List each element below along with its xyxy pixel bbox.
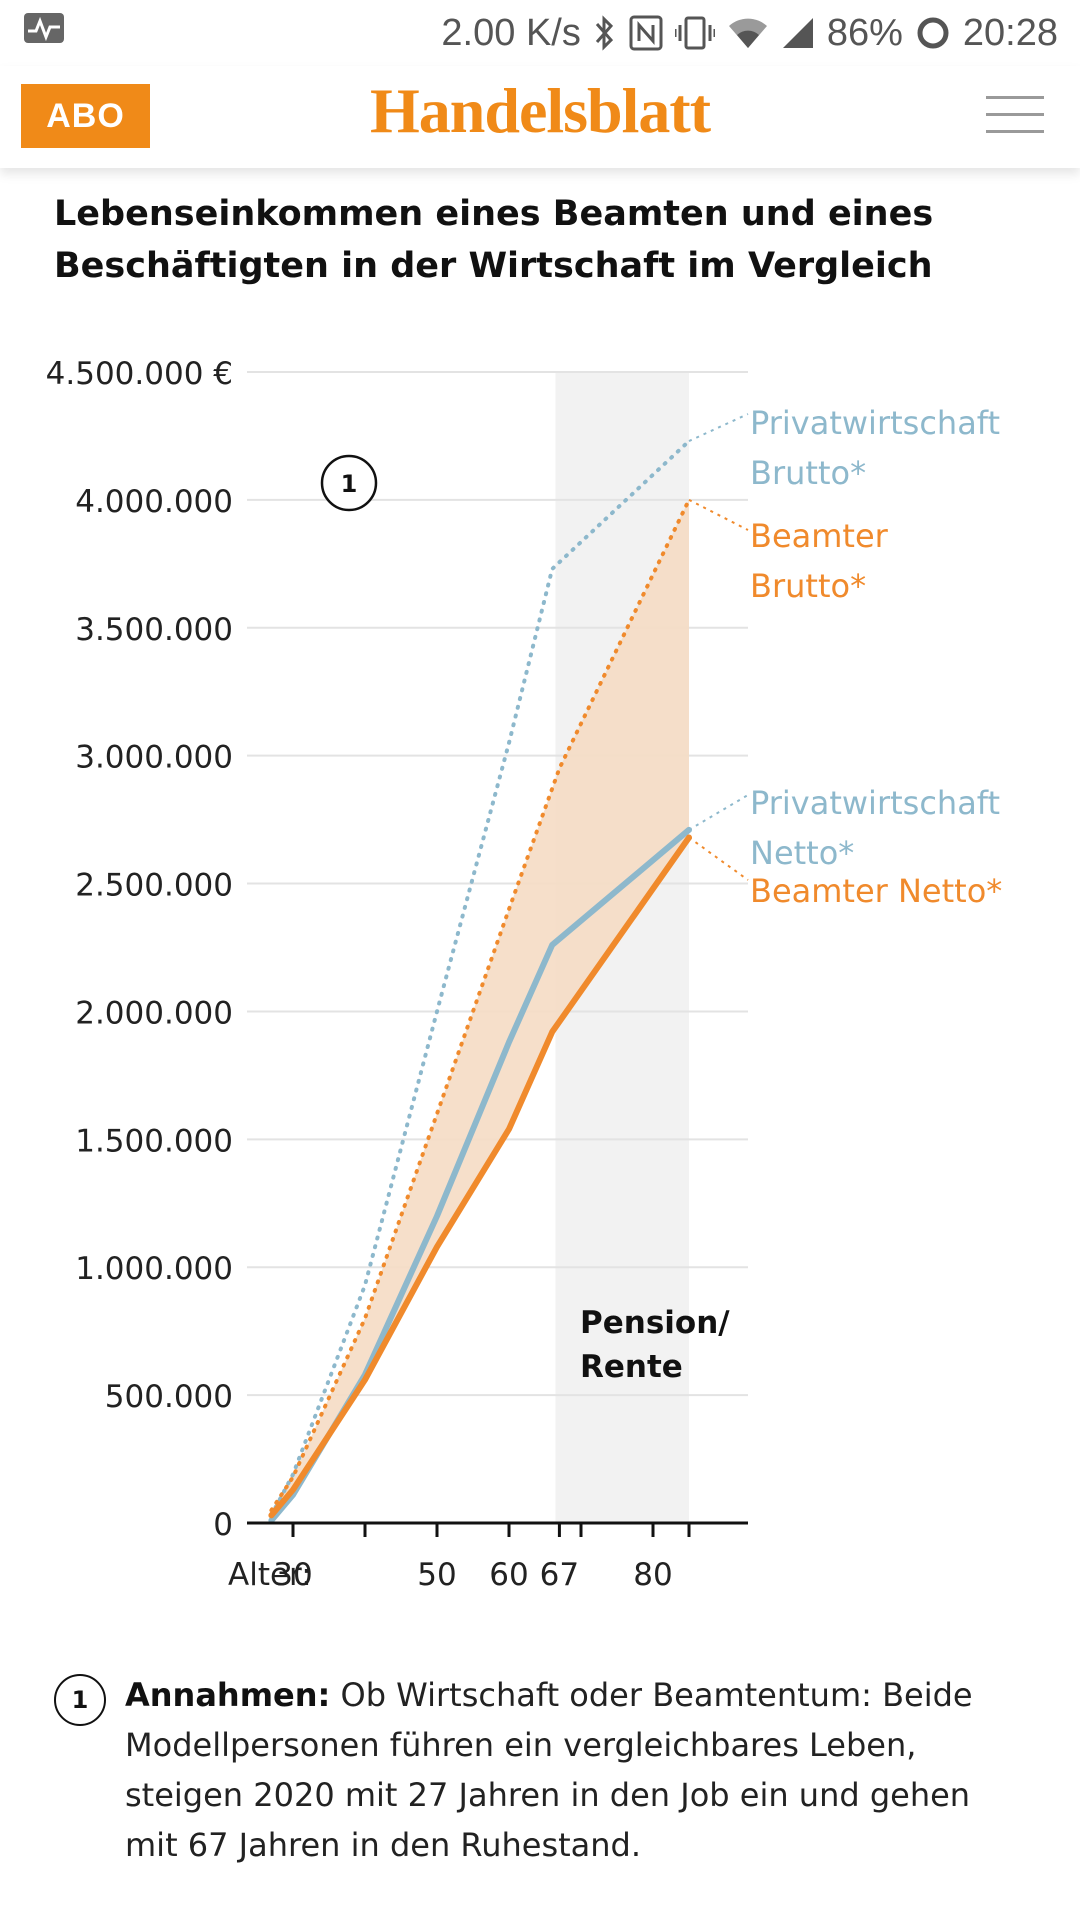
battery-level: 86% bbox=[826, 11, 903, 54]
annotation-marker-label: 1 bbox=[341, 470, 358, 498]
status-bar: 2.00 K/s 86% 20:28 bbox=[0, 0, 1080, 66]
chart-title: Lebenseinkommen eines Beamten und eines … bbox=[54, 194, 934, 286]
pension-label-line-1: Pension/ bbox=[580, 1305, 730, 1341]
brand-logo[interactable]: Handelsblatt bbox=[369, 75, 711, 146]
wifi-icon bbox=[727, 16, 769, 50]
y-tick-label: 1.500.000 bbox=[75, 1123, 233, 1159]
footnote-bold: Annahmen: bbox=[125, 1676, 331, 1714]
legend-leader bbox=[688, 794, 749, 831]
y-tick-label: 2.000.000 bbox=[75, 995, 233, 1031]
hamburger-menu-icon[interactable] bbox=[986, 94, 1046, 138]
series-line-1 bbox=[269, 497, 691, 1513]
footnote-line-4: mit 67 Jahren in den Ruhestand. bbox=[125, 1826, 642, 1864]
x-axis-label: Alter: bbox=[228, 1557, 312, 1593]
y-tick-label: 500.000 bbox=[105, 1379, 233, 1415]
y-tick-label: 4.500.000 € bbox=[46, 356, 233, 392]
footnote-line-2: Modellpersonen führen ein vergleichbares… bbox=[125, 1726, 917, 1764]
income-chart: 0 500.000 1.000.000 1.500.000 2.000.000 2.500… bbox=[46, 356, 1003, 1593]
y-tick-label: 3.500.000 bbox=[75, 612, 233, 648]
status-left bbox=[0, 11, 66, 55]
legend-leader bbox=[688, 498, 749, 531]
footnote-text: Annahmen: Ob Wirtschaft oder Beamtentum:… bbox=[125, 1670, 1045, 1870]
bluetooth-icon bbox=[593, 14, 617, 52]
legend-label: Beamter bbox=[750, 517, 889, 555]
signal-icon bbox=[781, 16, 815, 50]
footnote-line-3: steigen 2020 mit 27 Jahren in den Job ei… bbox=[125, 1776, 971, 1814]
y-tick-label: 3.000.000 bbox=[75, 740, 233, 776]
footnote-marker: 1 bbox=[54, 1674, 106, 1726]
y-tick-label: 4.000.000 bbox=[75, 484, 233, 520]
x-tick-label: 80 bbox=[633, 1557, 672, 1593]
app-header: ABO Handelsblatt bbox=[0, 66, 1080, 168]
legend-label: Netto* bbox=[750, 834, 854, 872]
battery-ring-icon bbox=[915, 15, 951, 51]
legend-label: Brutto* bbox=[750, 454, 866, 492]
status-right: 2.00 K/s 86% 20:28 bbox=[441, 12, 1080, 55]
legend-label: Privatwirtschaft bbox=[750, 404, 1000, 442]
nfc-icon bbox=[629, 15, 663, 51]
x-tick-label: 67 bbox=[540, 1557, 579, 1593]
series-line-0 bbox=[269, 439, 691, 1518]
vibrate-icon bbox=[674, 15, 715, 51]
activity-icon bbox=[22, 11, 66, 55]
annotation-marker-circle bbox=[320, 454, 378, 512]
x-tick-label: 60 bbox=[489, 1557, 528, 1593]
series-line-3 bbox=[268, 834, 692, 1519]
pension-label-line-2: Rente bbox=[580, 1349, 683, 1385]
clock: 20:28 bbox=[962, 11, 1058, 54]
y-tick-label: 2.500.000 bbox=[75, 868, 233, 904]
legend-label: Privatwirtschaft bbox=[750, 784, 1000, 822]
y-tick-label: 0 bbox=[213, 1507, 233, 1543]
legend-label: Brutto* bbox=[750, 567, 866, 605]
difference-area bbox=[271, 499, 689, 1516]
y-tick-label: 1.000.000 bbox=[75, 1251, 233, 1287]
legend-leader bbox=[688, 413, 749, 442]
network-speed: 2.00 K/s bbox=[441, 11, 581, 54]
footnote-line-1: Ob Wirtschaft oder Beamtentum: Beide bbox=[330, 1676, 973, 1714]
series-line-2 bbox=[268, 826, 692, 1524]
x-tick-label: 50 bbox=[417, 1557, 456, 1593]
legend-leader bbox=[688, 836, 749, 881]
abo-button[interactable]: ABO bbox=[21, 84, 150, 148]
legend-label: Beamter Netto* bbox=[750, 872, 1002, 910]
x-tick-label: 30 bbox=[273, 1557, 312, 1593]
